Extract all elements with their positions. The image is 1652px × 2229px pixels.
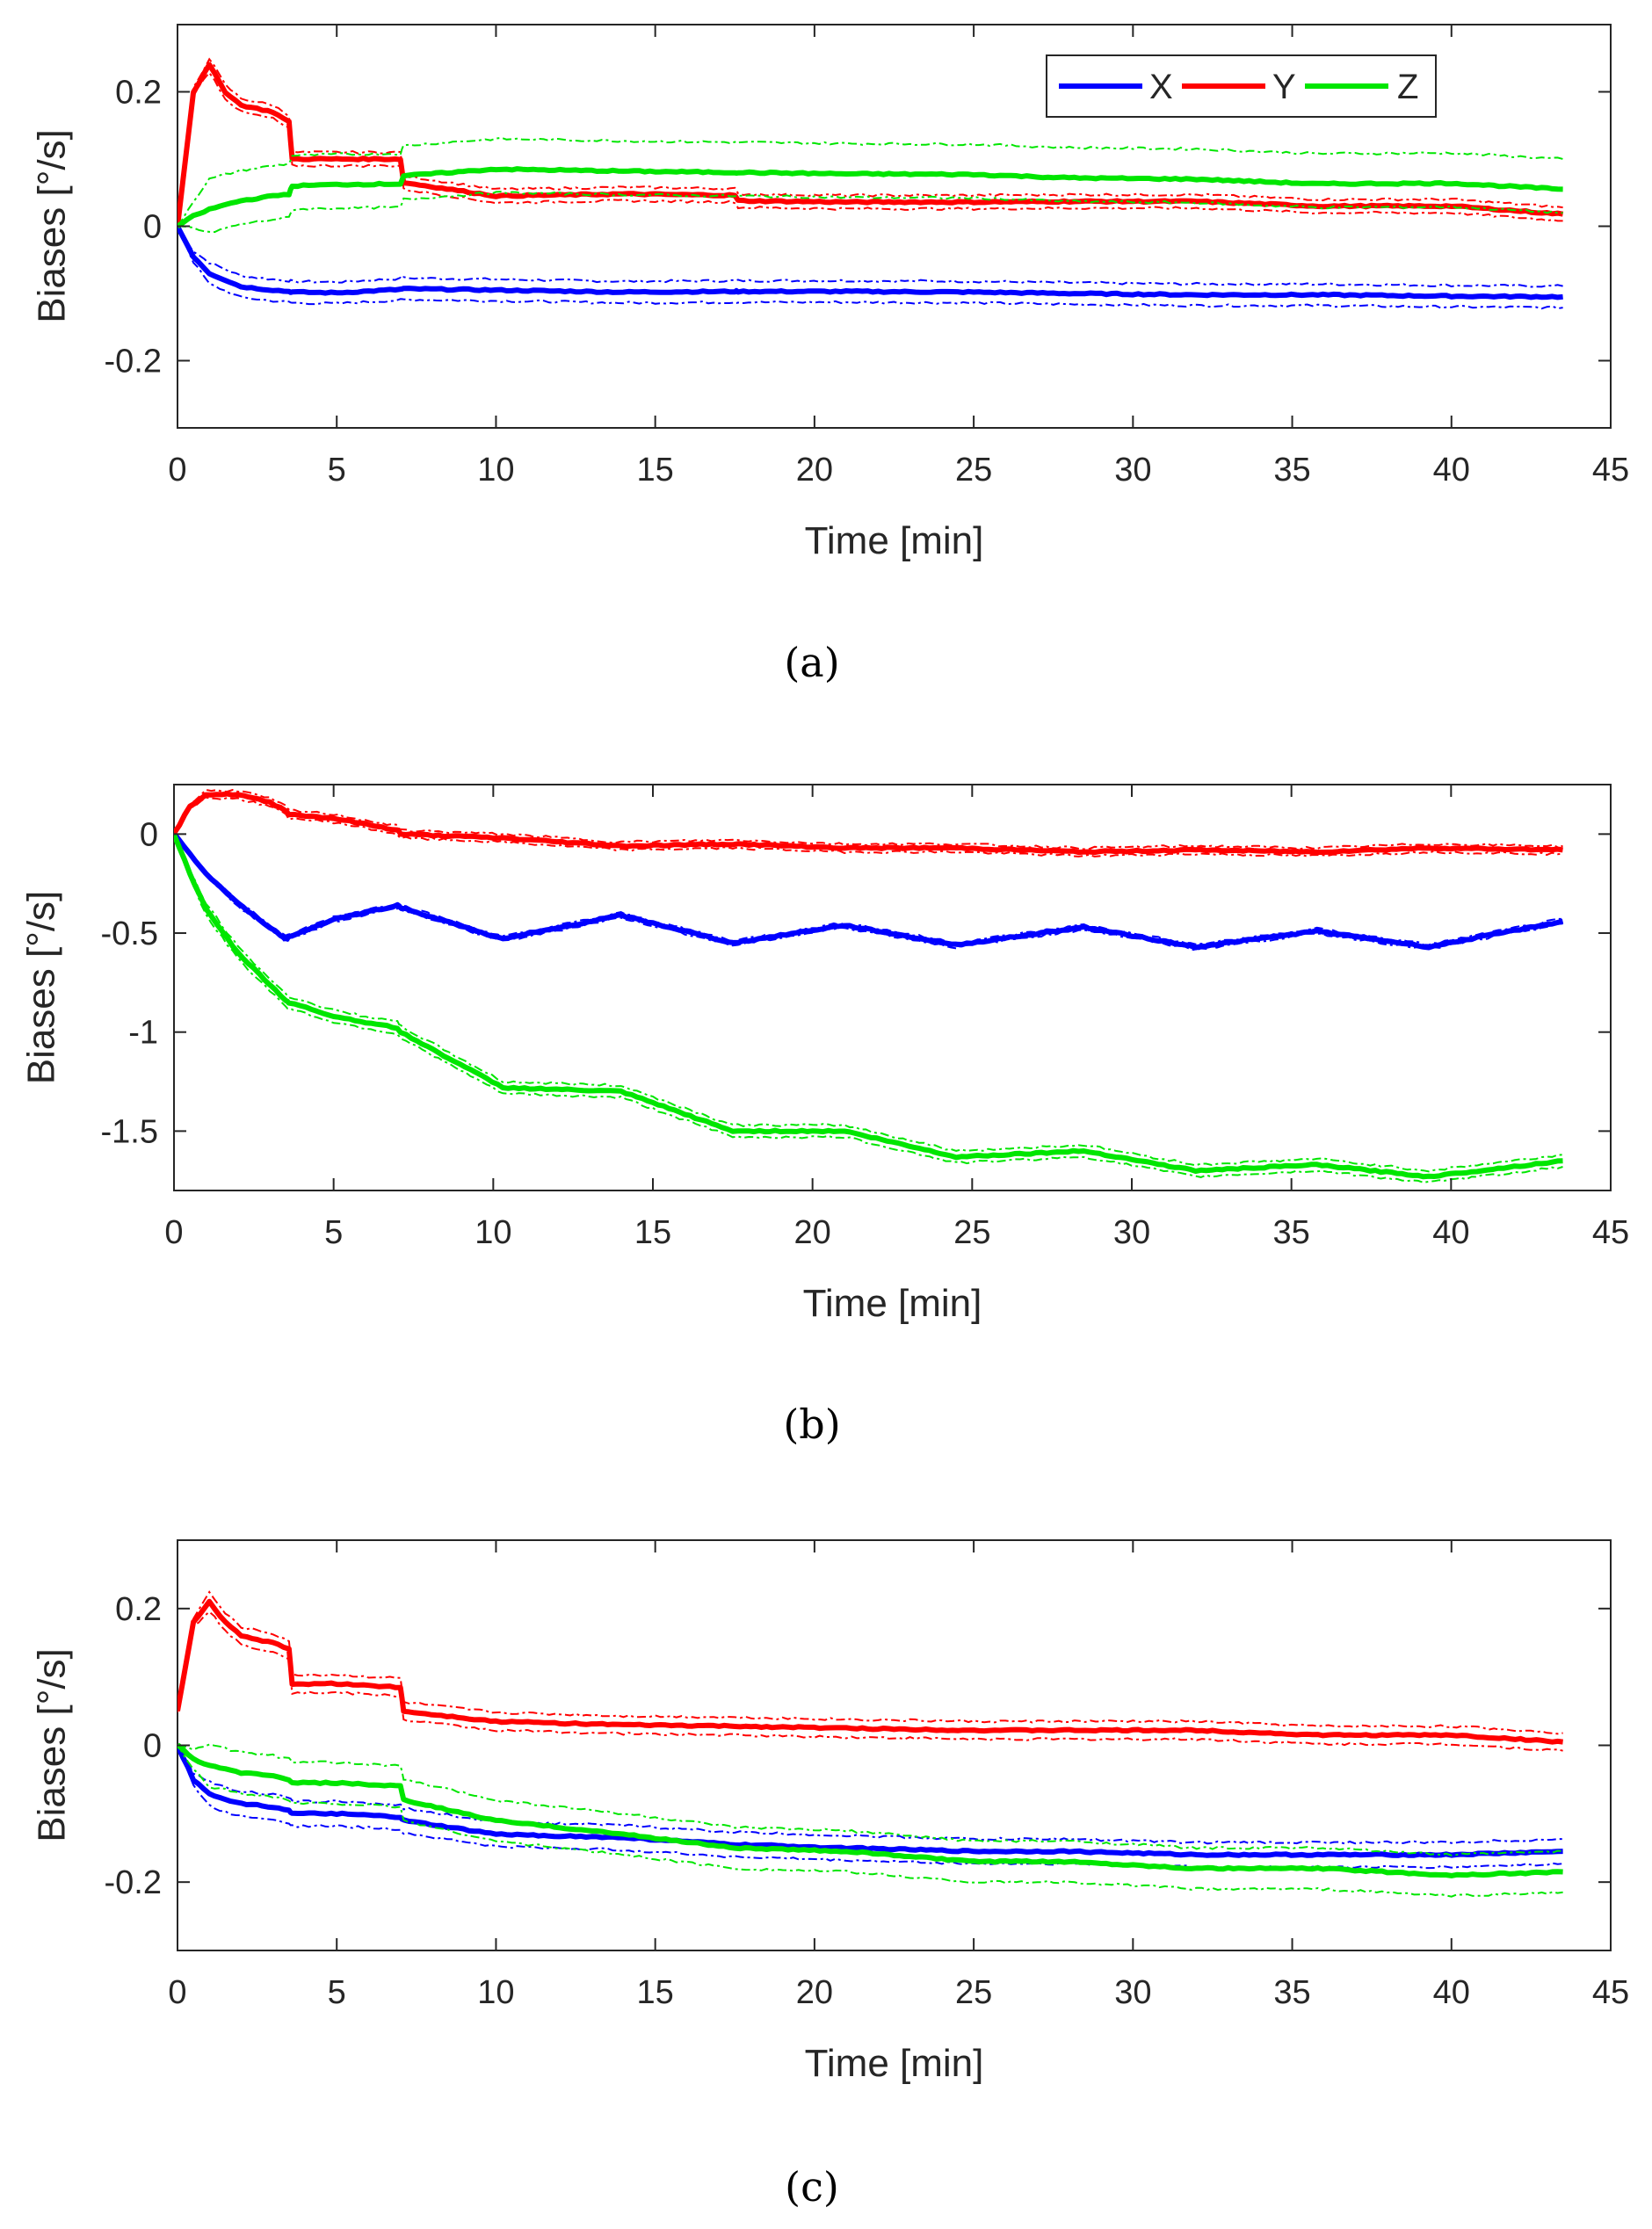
series-y-upper-bound — [178, 57, 1563, 226]
x-tick-label: 20 — [796, 1974, 833, 2011]
x-tick-label: 25 — [955, 1974, 992, 2011]
y-tick-label: -1 — [128, 1015, 158, 1052]
y-tick-label: -1.5 — [101, 1113, 158, 1150]
series-layer — [174, 788, 1564, 1183]
x-tick-label: 10 — [477, 452, 514, 488]
x-tick-label: 30 — [1114, 1974, 1151, 2011]
x-tick-label: 0 — [164, 1214, 183, 1251]
series-z-lower-bound — [178, 191, 1563, 234]
x-tick-label: 45 — [1592, 1214, 1629, 1251]
series-y-line — [178, 1598, 1563, 1745]
x-tick-label: 40 — [1433, 1974, 1470, 2011]
series-x-line — [178, 1744, 1563, 1858]
series-z-upper-bound — [174, 833, 1563, 1173]
x-tick-label: 40 — [1432, 1214, 1469, 1251]
series-x-line — [178, 225, 1563, 300]
legend-label-y: Y — [1272, 68, 1296, 106]
panel-b: 0 5 10 15 20 25 30 35 40 45 -1.5 -1 -0.5 0 Time [min]… — [19, 784, 1629, 1448]
series-z-upper-bound — [178, 136, 1563, 227]
x-tick-label: 5 — [328, 452, 346, 488]
panel-caption: (a) — [784, 639, 839, 686]
y-axis-label: Biases [°/s] — [19, 891, 62, 1085]
x-tick-label: 20 — [794, 1214, 831, 1251]
x-tick-label: 45 — [1592, 1974, 1629, 2011]
x-axis-label: Time [min] — [803, 1282, 982, 1325]
x-tick-label: 10 — [477, 1974, 514, 2011]
x-tick-label: 10 — [475, 1214, 511, 1251]
x-tick-label: 15 — [634, 1214, 671, 1251]
x-tick-label: 30 — [1113, 1214, 1150, 1251]
y-tick-label: 0 — [143, 1728, 162, 1765]
legend-label-z: Z — [1397, 68, 1418, 106]
x-tick-label: 20 — [796, 452, 833, 488]
series-z — [178, 1742, 1563, 1898]
x-axis-label: Time [min] — [805, 2042, 984, 2085]
x-tick-label: 5 — [324, 1214, 343, 1251]
y-tick-label: 0.2 — [115, 1591, 162, 1628]
series-z — [178, 136, 1563, 234]
x-tick-label: 45 — [1592, 452, 1629, 488]
panel-caption: (b) — [783, 1400, 840, 1448]
x-tick-label: 0 — [168, 1974, 186, 2011]
panel-caption: (c) — [785, 2163, 839, 2211]
y-tick-label: -0.5 — [101, 915, 158, 952]
series-layer — [178, 57, 1564, 310]
y-tick-label: -0.2 — [105, 1864, 162, 1901]
tick-layer: 0 5 10 15 20 25 30 35 40 45 -1.5 -1 -0.5 0 — [101, 785, 1629, 1251]
series-z-lower-bound — [174, 834, 1563, 1183]
x-tick-label: 5 — [328, 1974, 346, 2011]
series-z-line — [174, 833, 1563, 1180]
x-tick-label: 15 — [637, 452, 674, 488]
x-tick-label: 0 — [168, 452, 186, 488]
series-z-line — [178, 1742, 1563, 1878]
series-layer — [178, 1590, 1563, 1898]
series-x-line — [174, 831, 1564, 951]
series-y-line — [174, 791, 1563, 856]
y-tick-label: 0 — [143, 209, 162, 246]
series-x — [178, 225, 1563, 310]
series-x-lower-bound — [178, 226, 1563, 310]
series-y-lower-bound — [178, 1610, 1563, 1752]
y-tick-label: 0 — [140, 816, 158, 853]
x-tick-label: 15 — [637, 1974, 674, 2011]
x-tick-label: 30 — [1114, 452, 1151, 488]
x-tick-label: 25 — [953, 1214, 990, 1251]
y-axis-label: Biases [°/s] — [30, 129, 73, 323]
series-x-upper-bound — [178, 1746, 1563, 1845]
series-z-lower-bound — [178, 1743, 1563, 1898]
series-y-line — [178, 62, 1564, 228]
y-tick-label: -0.2 — [105, 344, 162, 380]
series-y-lower-bound — [174, 796, 1563, 858]
plot-area — [177, 1539, 1612, 1951]
x-tick-label: 35 — [1273, 1974, 1310, 2011]
series-z-line — [178, 166, 1563, 229]
x-tick-label: 35 — [1273, 1214, 1310, 1251]
tick-layer: 0 5 10 15 20 25 30 35 40 45 -0.2 0 0.2 — [105, 1540, 1629, 2011]
series-y — [178, 1590, 1563, 1752]
series-x — [174, 831, 1564, 952]
x-tick-label: 25 — [955, 452, 992, 488]
y-tick-label: 0.2 — [115, 75, 162, 112]
series-z — [174, 833, 1563, 1183]
x-axis-label: Time [min] — [805, 519, 984, 562]
x-tick-label: 35 — [1273, 452, 1310, 488]
x-tick-label: 40 — [1433, 452, 1470, 488]
panel-c: 0 5 10 15 20 25 30 35 40 45 -0.2 0 0.2 Time [min] Bi… — [30, 1539, 1629, 2211]
series-y — [178, 57, 1564, 228]
tick-layer: 0 5 10 15 20 25 30 35 40 45 -0.2 0 0.2 — [105, 25, 1629, 488]
panel-a: 0 5 10 15 20 25 30 35 40 45 -0.2 0 0.2 Time [min] Bi… — [30, 24, 1629, 686]
legend: X Y Z — [1046, 54, 1437, 118]
y-axis-label: Biases [°/s] — [30, 1648, 73, 1842]
legend-label-x: X — [1149, 68, 1173, 106]
series-y — [174, 788, 1563, 858]
